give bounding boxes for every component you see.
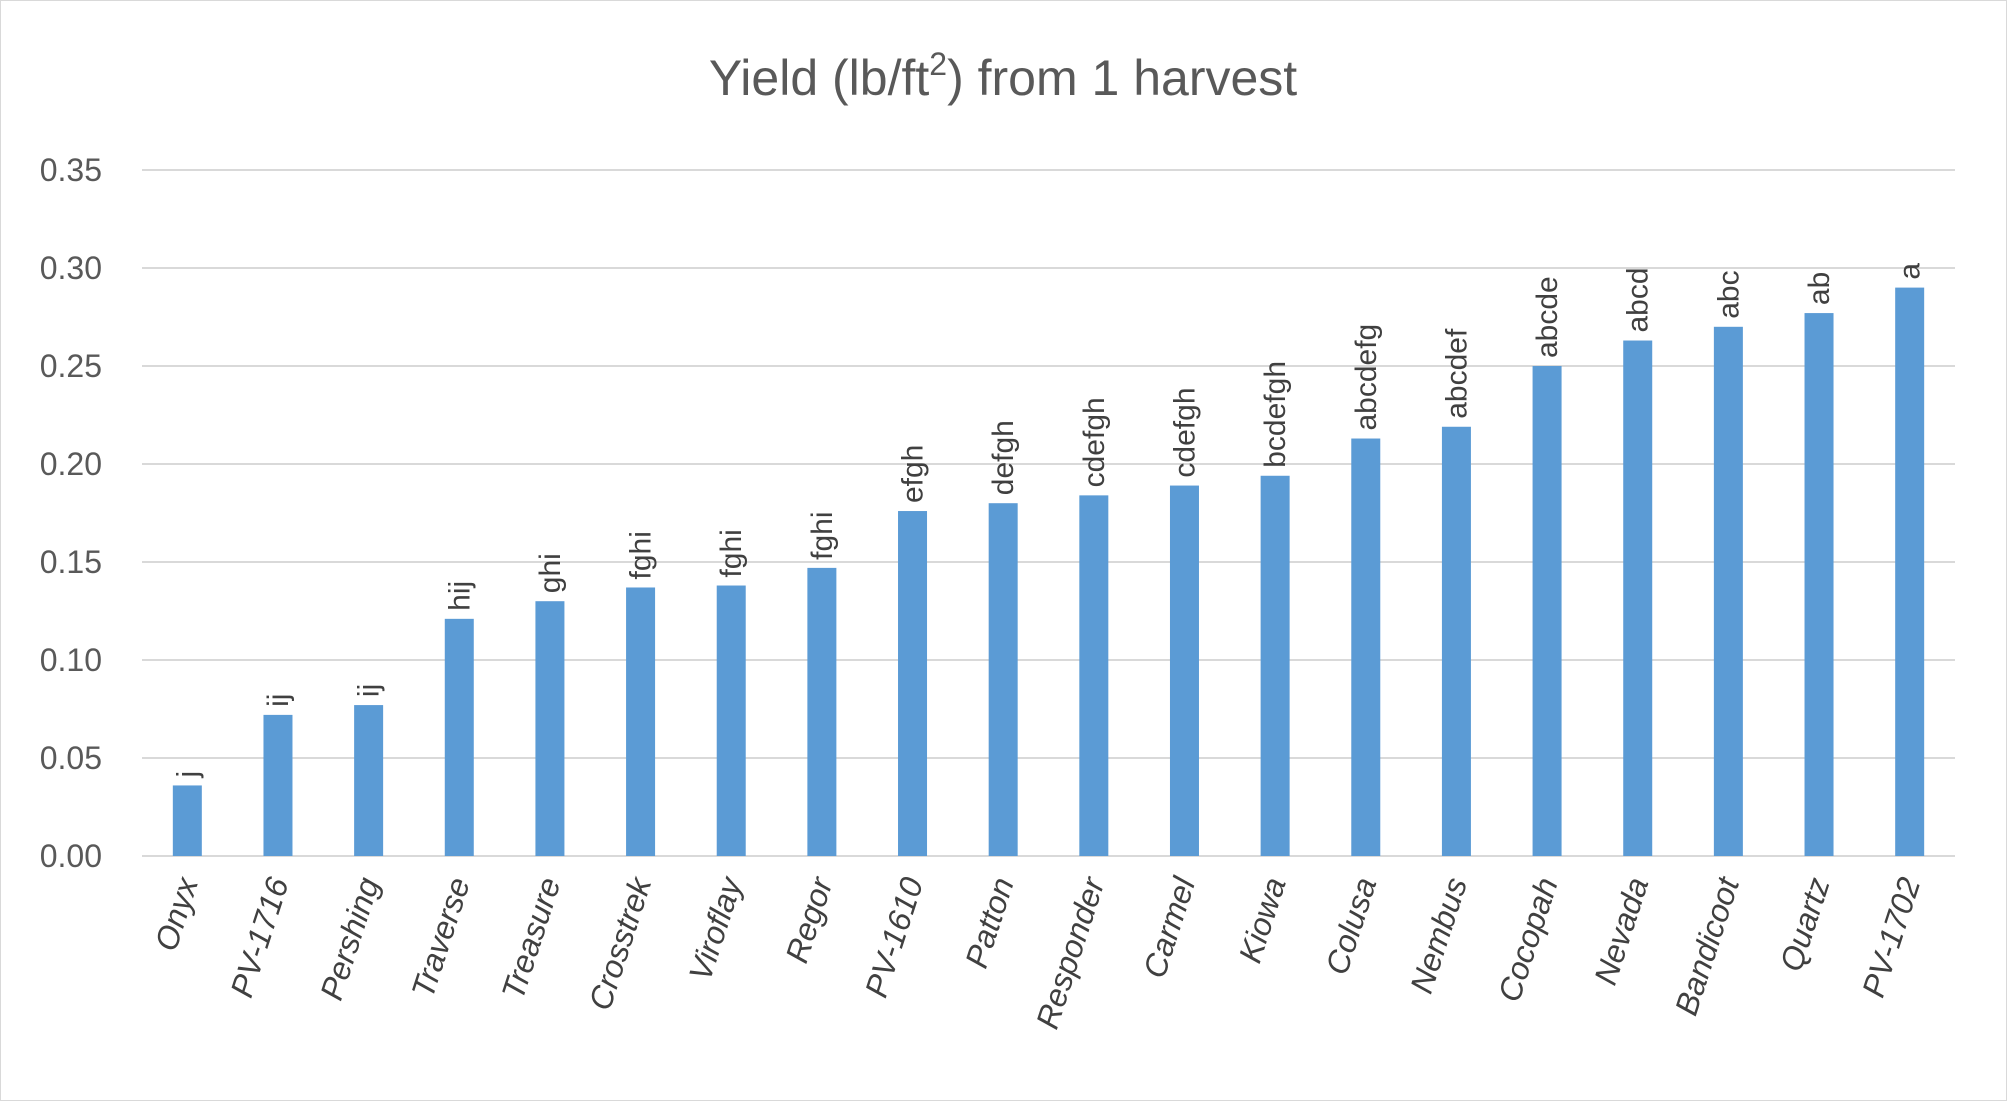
bar <box>1713 326 1743 856</box>
bar <box>1895 287 1925 857</box>
x-category-label: PV-1716 <box>223 873 295 1002</box>
data-label: efgh <box>897 445 930 503</box>
bar <box>898 511 928 856</box>
data-label: fghi <box>715 529 748 577</box>
x-category-label: Onyx <box>148 872 206 955</box>
data-label: abcd <box>1622 267 1655 332</box>
bar <box>1169 485 1199 856</box>
x-category-label: Nevada <box>1587 873 1655 989</box>
bar <box>172 785 202 856</box>
y-tick-label: 0.05 <box>40 740 102 776</box>
bar <box>1804 313 1834 857</box>
chart-title: Yield (lb/ft2) from 1 harvest <box>709 46 1297 106</box>
data-label: j <box>171 771 204 779</box>
bar <box>716 585 746 856</box>
data-label: abcdefg <box>1350 324 1383 431</box>
x-category-label: Kiowa <box>1232 873 1293 967</box>
x-category-label: Traverse <box>404 873 477 1002</box>
y-tick-label: 0.30 <box>40 250 102 286</box>
data-label: ab <box>1803 272 1836 305</box>
data-label: hij <box>443 581 476 611</box>
gridlines <box>142 169 1955 857</box>
x-category-label: Regor <box>778 872 840 967</box>
data-label: cdefgh <box>1168 387 1201 477</box>
x-category-label: Responder <box>1029 872 1112 1033</box>
x-category-label: Colusa <box>1318 873 1383 979</box>
bar <box>1441 426 1471 856</box>
bar <box>1623 340 1653 856</box>
bar <box>1260 475 1290 856</box>
bar <box>988 503 1018 856</box>
chart-title-suffix: ) from 1 harvest <box>947 50 1297 106</box>
chart-title-superscript: 2 <box>929 46 947 82</box>
x-category-label: Bandicoot <box>1668 872 1747 1020</box>
y-tick-label: 0.20 <box>40 446 102 482</box>
data-label: a <box>1894 263 1927 280</box>
data-label: defgh <box>987 420 1020 495</box>
x-category-label: Crosstrek <box>582 871 659 1014</box>
chart-title-main: Yield (lb/ft <box>709 50 930 106</box>
x-category-label: PV-1702 <box>1855 873 1927 1002</box>
bar <box>1079 495 1109 856</box>
data-label: bcdefgh <box>1259 361 1292 468</box>
data-label: fghi <box>625 531 658 579</box>
data-label: ij <box>262 694 295 707</box>
bar <box>626 587 656 856</box>
x-category-label: Quartz <box>1773 873 1837 975</box>
x-category-label: Patton <box>958 873 1021 972</box>
bar <box>535 601 565 856</box>
y-tick-label: 0.10 <box>40 642 102 678</box>
y-tick-label: 0.00 <box>40 838 102 874</box>
data-label: ij <box>353 684 386 697</box>
data-labels: j ij ij hij ghi fghi fghi fghi efgh defgh cdefgh cd… <box>171 263 1926 779</box>
x-category-label: Nembus <box>1403 873 1474 997</box>
bars <box>172 287 1925 857</box>
x-category-label: Cocopah <box>1491 873 1565 1006</box>
data-label: abc <box>1712 270 1745 318</box>
data-label: ghi <box>534 553 567 593</box>
bar <box>807 567 837 856</box>
bar <box>1351 438 1381 856</box>
data-label: abcde <box>1531 276 1564 358</box>
y-tick-label: 0.15 <box>40 544 102 580</box>
data-label: abcdef <box>1440 328 1473 419</box>
data-label: fghi <box>806 512 839 560</box>
bar <box>444 618 474 856</box>
y-tick-label: 0.35 <box>40 152 102 188</box>
y-axis-ticks: 0.00 0.05 0.10 0.15 0.20 0.25 0.30 0.35 <box>40 152 102 874</box>
bar <box>354 705 384 856</box>
x-category-label: Viroflay <box>682 871 750 985</box>
bar <box>263 714 293 856</box>
x-category-label: Carmel <box>1136 872 1202 982</box>
x-category-label: Pershing <box>313 873 386 1004</box>
x-category-label: PV-1610 <box>858 873 930 1002</box>
x-category-label: Treasure <box>495 873 568 1004</box>
x-axis-categories: Onyx PV-1716 Pershing Traverse Treasure Cross… <box>148 871 1928 1033</box>
bar <box>1532 366 1562 856</box>
data-label: cdefgh <box>1078 397 1111 487</box>
y-tick-label: 0.25 <box>40 348 102 384</box>
